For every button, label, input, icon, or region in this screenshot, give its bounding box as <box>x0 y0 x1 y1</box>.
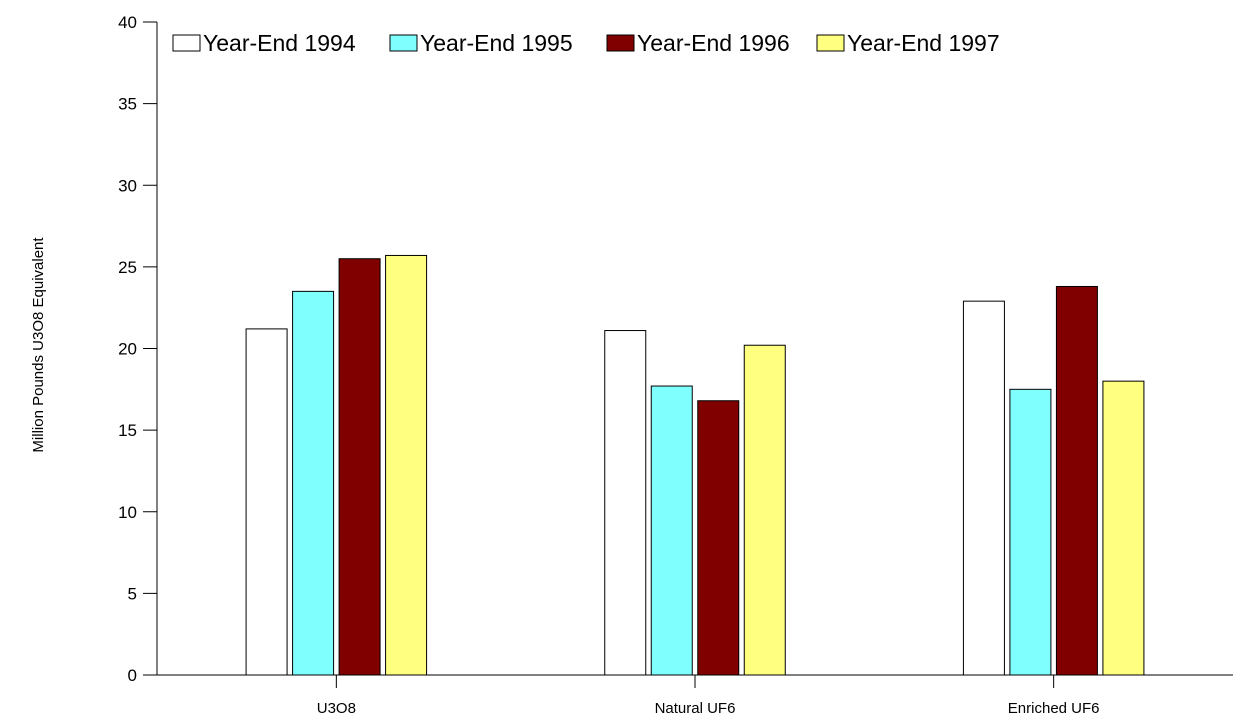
y-tick-label: 10 <box>118 503 137 522</box>
y-axis-title: Million Pounds U3O8 Equivalent <box>30 237 47 453</box>
y-tick-label: 20 <box>118 340 137 359</box>
legend-label: Year-End 1995 <box>420 30 573 56</box>
y-ticks: 0 5 10 15 20 25 30 35 40 <box>118 13 157 685</box>
bar-year-end-1995-u3o8 <box>292 290 335 676</box>
bar-year-end-1994-u3o8 <box>245 328 288 676</box>
bar-year-end-1997-enriched-uf6 <box>1102 380 1145 676</box>
legend-swatch <box>172 34 201 52</box>
bar-year-end-1995-natural-uf6 <box>650 385 693 676</box>
bar-year-end-1996-enriched-uf6 <box>1055 285 1098 676</box>
bar-year-end-1997-natural-uf6 <box>743 344 786 676</box>
x-category-label: U3O8 <box>317 700 356 717</box>
legend-swatch <box>816 34 845 52</box>
x-category-label: Enriched UF6 <box>1008 700 1100 717</box>
legend-label: Year-End 1997 <box>847 30 1000 56</box>
bar-year-end-1995-enriched-uf6 <box>1009 388 1052 676</box>
y-tick-label: 40 <box>118 13 137 32</box>
bar-year-end-1996-u3o8 <box>338 258 381 676</box>
x-categories: U3O8 Natural UF6 Enriched UF6 <box>317 675 1100 717</box>
y-tick-label: 0 <box>128 666 137 685</box>
bar-year-end-1994-enriched-uf6 <box>962 300 1005 676</box>
y-tick-label: 25 <box>118 258 137 277</box>
bar-year-end-1996-natural-uf6 <box>697 400 740 676</box>
y-tick-label: 30 <box>118 176 137 195</box>
legend: Year-End 1994 Year-End 1995 Year-End 1996 Y… <box>172 30 1000 56</box>
bar-year-end-1997-u3o8 <box>385 254 428 676</box>
legend-swatch <box>606 34 635 52</box>
bars <box>245 254 1145 676</box>
legend-label: Year-End 1994 <box>203 30 356 56</box>
legend-label: Year-End 1996 <box>637 30 790 56</box>
y-tick-label: 15 <box>118 421 137 440</box>
legend-swatch <box>389 34 418 52</box>
y-tick-label: 35 <box>118 95 137 114</box>
bar-year-end-1994-natural-uf6 <box>604 330 647 676</box>
x-category-label: Natural UF6 <box>655 700 736 717</box>
y-tick-label: 5 <box>128 584 137 603</box>
